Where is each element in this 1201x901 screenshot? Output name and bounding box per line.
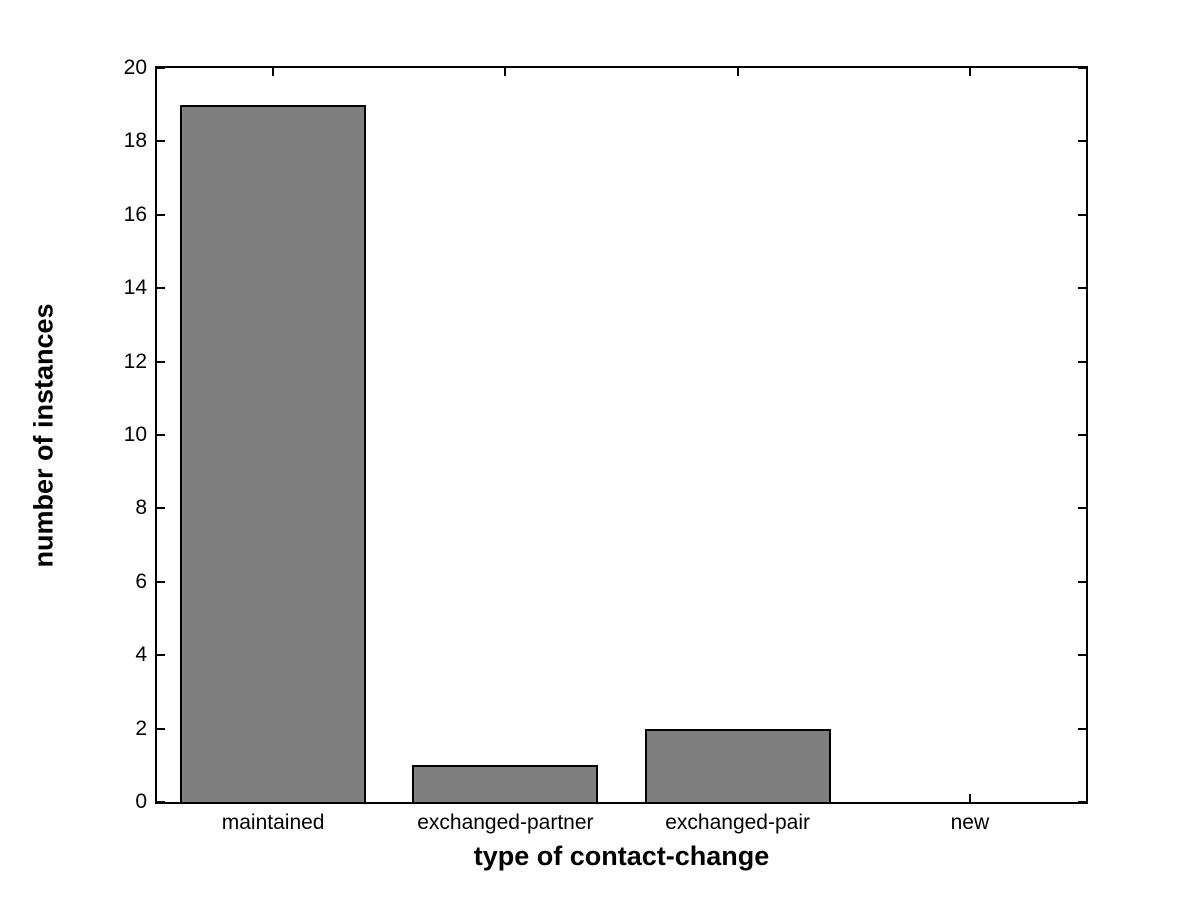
x-axis-tick-top: [504, 68, 507, 76]
y-axis-tick-left: [157, 213, 165, 216]
y-axis-tick-right: [1078, 360, 1086, 363]
y-axis-tick-right: [1078, 727, 1086, 730]
x-tick-label: exchanged-pair: [665, 811, 810, 834]
plot-area: [155, 66, 1088, 804]
y-axis-tick-right: [1078, 213, 1086, 216]
y-tick-label: 14: [123, 276, 147, 300]
x-tick-label: exchanged-partner: [417, 811, 594, 834]
x-axis-tick-bottom: [968, 794, 971, 802]
y-tick-label: 0: [135, 790, 147, 813]
y-axis-tick-left: [157, 67, 165, 69]
y-axis-tick-left: [157, 801, 165, 803]
y-tick-label: 20: [123, 56, 147, 79]
y-tick-label: 4: [135, 643, 147, 667]
y-axis-tick-right: [1078, 507, 1086, 510]
y-axis-tick-right: [1078, 580, 1086, 583]
x-axis-label: type of contact-change: [473, 841, 770, 871]
y-tick-label: 16: [123, 202, 147, 226]
y-axis-tick-left: [157, 360, 165, 363]
y-tick-label: 10: [123, 423, 147, 446]
y-tick-label: 6: [135, 569, 147, 593]
y-axis-tick-left: [157, 507, 165, 510]
y-axis-tick-right: [1078, 801, 1086, 803]
y-axis-tick-right: [1078, 287, 1086, 290]
bar-exchanged-pair: [644, 728, 831, 802]
y-tick-label: 12: [123, 349, 147, 373]
y-axis-tick-right: [1078, 67, 1086, 69]
y-axis-tick-left: [157, 434, 165, 436]
bar-exchanged-partner: [412, 765, 599, 802]
y-axis-tick-left: [157, 140, 165, 143]
y-axis-tick-right: [1078, 654, 1086, 657]
y-tick-label: 2: [135, 716, 147, 740]
y-tick-label: 8: [135, 496, 147, 520]
x-axis-tick-top: [272, 68, 275, 76]
x-tick-label: new: [950, 811, 990, 834]
y-axis-tick-left: [157, 727, 165, 730]
y-tick-label: 18: [123, 129, 147, 153]
y-axis-tick-right: [1078, 140, 1086, 143]
x-axis-tick-top: [736, 68, 739, 76]
y-axis-tick-right: [1078, 434, 1086, 436]
bar-maintained: [180, 104, 367, 802]
y-axis-tick-left: [157, 654, 165, 657]
y-axis-tick-left: [157, 580, 165, 583]
y-axis-tick-left: [157, 287, 165, 290]
x-tick-label: maintained: [221, 811, 325, 834]
x-axis-tick-top: [968, 68, 971, 76]
